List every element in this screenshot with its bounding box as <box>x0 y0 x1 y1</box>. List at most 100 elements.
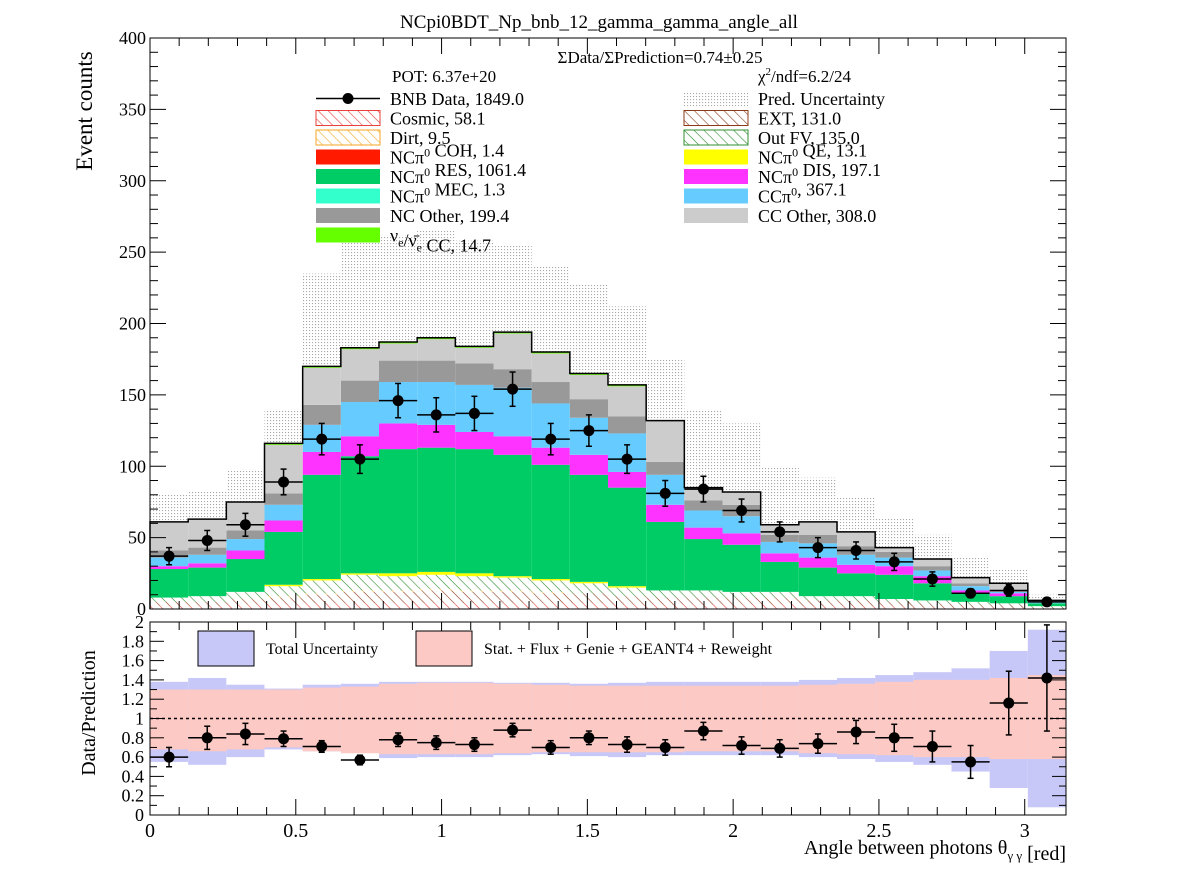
legend-unc: Pred. Uncertainty <box>684 89 885 109</box>
bar-outfv <box>417 575 455 589</box>
data-marker <box>431 409 442 420</box>
x-tick-label: 3 <box>1020 820 1030 842</box>
ratio-marker <box>393 734 404 745</box>
bar-ext <box>570 593 608 603</box>
bar-cosmic <box>303 603 341 609</box>
data-marker <box>927 574 938 585</box>
bar-outfv <box>188 596 226 602</box>
ratio-legend-label: Total Uncertainty <box>266 641 378 658</box>
ratio-marker <box>1041 672 1052 683</box>
bar-ccother <box>150 522 188 551</box>
data-marker <box>240 519 251 530</box>
bar-dis <box>188 563 226 567</box>
ratio-legend-swatch <box>198 631 254 666</box>
ratio-panel: 00.20.40.60.811.21.41.61.82 0 0.5 1 1.5 2 2.5… <box>78 612 1066 865</box>
data-marker <box>851 545 862 556</box>
bar-qe <box>379 573 417 576</box>
bar-outfv <box>723 592 761 598</box>
legend-ext: EXT, 131.0 <box>684 109 841 129</box>
ratio-legend: Total Uncertainty Stat. + Flux + Genie + … <box>198 631 773 666</box>
bar-cosmic <box>761 605 799 609</box>
legend-swatch <box>684 189 748 204</box>
data-marker <box>545 434 556 445</box>
bar-res <box>150 569 188 598</box>
y-tick-label: 0.4 <box>122 766 145 786</box>
uncertainty-bin <box>913 535 951 559</box>
bar-cosmic <box>226 605 264 609</box>
bar-dirt <box>532 592 570 593</box>
bar-cosmic <box>570 603 608 609</box>
uncertainty-bin <box>990 569 1028 583</box>
bar-dis <box>799 558 837 568</box>
bar-res <box>570 475 608 582</box>
bar-ccpi0 <box>226 539 264 550</box>
legend-swatch <box>316 189 380 204</box>
bar-outfv <box>952 602 990 605</box>
bar-dirt <box>417 589 455 590</box>
x-tick-label: 0 <box>145 820 155 842</box>
bar-ext <box>188 602 226 606</box>
bar-res <box>188 568 226 597</box>
bar-cosmic <box>723 605 761 609</box>
bar-ext <box>799 600 837 606</box>
text-part: CC, 14.7 <box>422 236 491 256</box>
bar-res <box>837 573 875 596</box>
ratio-marker <box>851 727 862 738</box>
bar-ext <box>379 592 417 603</box>
ratio-marker <box>278 733 289 744</box>
legend-label: Cosmic, 58.1 <box>390 109 486 129</box>
bar-ncother <box>341 381 379 402</box>
y-tick-label: 1.6 <box>122 651 145 671</box>
uncertainty-bin <box>570 284 608 374</box>
uncertainty-bin <box>952 558 990 578</box>
bar-ext <box>761 598 799 605</box>
bar-dis <box>455 432 493 449</box>
bar-cosmic <box>455 603 493 609</box>
bar-res <box>455 449 493 573</box>
bar-ccother <box>608 386 646 416</box>
bar-dis <box>723 533 761 544</box>
bar-ccother <box>494 333 532 369</box>
data-marker <box>812 542 823 553</box>
legend-swatch <box>316 169 380 184</box>
bar-outfv <box>494 578 532 591</box>
text-part: RES, 1061.4 <box>430 160 526 180</box>
text-part: , 367.1 <box>797 180 847 200</box>
bar-dis <box>761 553 799 562</box>
legend-ncother: NC Other, 199.4 <box>316 206 509 226</box>
bar-ccother <box>532 353 570 382</box>
uncertainty-bin <box>188 492 226 519</box>
bar-ccother <box>417 339 455 360</box>
bar-ncother <box>303 405 341 425</box>
bar-res <box>799 568 837 597</box>
bar-outfv <box>913 600 951 603</box>
y-tick-label: 300 <box>119 171 146 191</box>
ratio-marker <box>965 756 976 767</box>
data-marker <box>1003 585 1014 596</box>
uncertainty-bin <box>303 274 341 367</box>
ratio-legend-label: Stat. + Flux + Genie + GEANT4 + Reweight <box>484 641 773 658</box>
bar-cosmic <box>265 605 303 609</box>
y-tick-label: 0.2 <box>122 786 145 806</box>
bar-dis <box>608 472 646 488</box>
uncertainty-bin <box>875 518 913 548</box>
uncertainty-bin <box>799 478 837 522</box>
y-tick-label: 150 <box>119 385 146 405</box>
bar-ncother <box>455 363 493 384</box>
text-part: NC Other, 199.4 <box>390 206 509 226</box>
data-marker <box>393 395 404 406</box>
ratio-marker <box>545 742 556 753</box>
bar-dis <box>684 528 722 539</box>
bar-ccpi0 <box>684 511 722 528</box>
bar-ccother <box>303 368 341 405</box>
data-marker <box>507 384 518 395</box>
ratio-marker <box>1003 698 1014 709</box>
ratio-marker <box>202 732 213 743</box>
bar-dirt <box>341 590 379 591</box>
text-part: ν <box>390 226 398 246</box>
legend-swatch <box>684 208 748 223</box>
legend-swatch <box>684 91 748 106</box>
text-part: BNB Data, 1849.0 <box>390 89 524 109</box>
bar-res <box>608 488 646 586</box>
y-tick-label: 50 <box>128 528 146 548</box>
